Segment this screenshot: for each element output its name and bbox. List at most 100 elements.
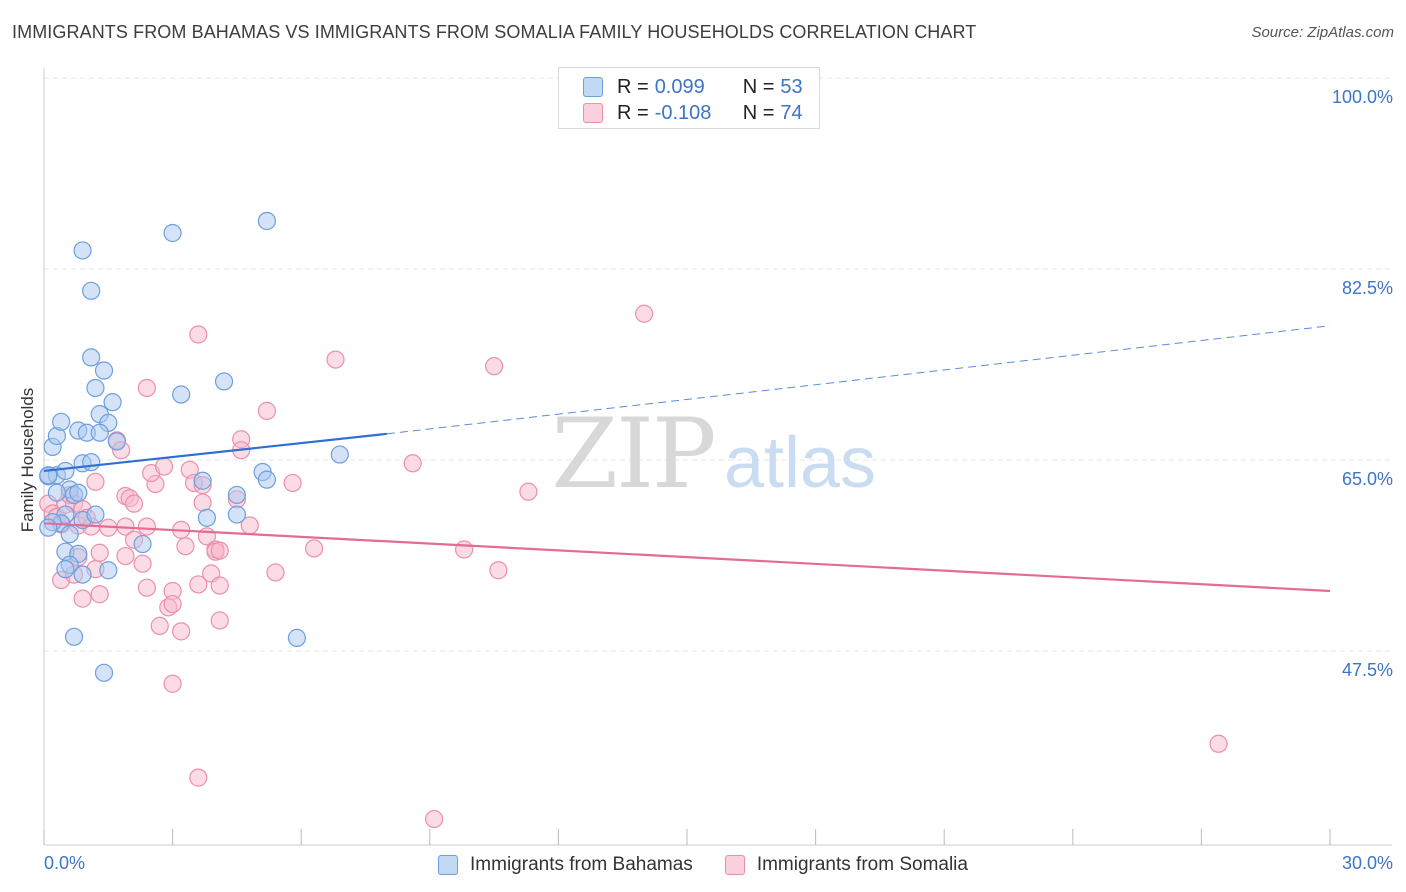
legend-item-bahamas[interactable]: Immigrants from Bahamas	[438, 854, 693, 876]
somalia-point	[189, 768, 208, 787]
somalia-point	[176, 537, 195, 556]
bahamas-point	[86, 378, 105, 398]
somalia-point	[326, 350, 345, 369]
somalia-point	[266, 563, 285, 582]
n-label: N =	[742, 75, 775, 98]
somalia-point	[424, 809, 444, 829]
somalia-point	[189, 575, 208, 594]
bahamas-point	[107, 432, 126, 451]
bahamas-point	[94, 361, 114, 380]
somalia-point	[90, 585, 109, 604]
y-axis-label-wrap: Family Households	[16, 370, 40, 550]
somalia-point	[189, 325, 208, 344]
bahamas-trend-extension	[386, 325, 1331, 435]
n-value: 74	[780, 101, 803, 124]
bahamas-point	[330, 445, 349, 464]
r-label: R =	[617, 101, 649, 124]
somalia-point	[210, 576, 229, 595]
r-value: -0.108	[654, 101, 712, 124]
watermark-atlas: atlas	[724, 423, 876, 503]
grid-lines	[44, 77, 1392, 652]
chart-title: IMMIGRANTS FROM BAHAMAS VS IMMIGRANTS FR…	[12, 22, 977, 42]
x-tick-label-max: 30.0%	[1342, 853, 1393, 873]
bahamas-trend-line	[43, 432, 388, 473]
somalia-point	[1209, 734, 1228, 753]
somalia-point	[485, 357, 504, 376]
bahamas-point	[86, 505, 105, 524]
y-tick-label: 82.5%	[1342, 278, 1393, 298]
trend-lines	[43, 325, 1331, 593]
somalia-point	[635, 304, 654, 323]
somalia-point	[304, 539, 324, 558]
somalia-point	[163, 674, 182, 693]
n-label: N =	[742, 101, 775, 124]
bahamas-point	[56, 461, 75, 481]
somalia-point	[73, 589, 92, 608]
somalia-point	[172, 622, 191, 641]
tick-labels: 100.0% 82.5% 65.0% 47.5% 0.0% 30.0%	[44, 87, 1393, 873]
bahamas-point	[47, 483, 66, 502]
somalia-point	[257, 401, 277, 420]
correlation-legend: R = 0.099 N = 53 R = -0.108 N = 74	[558, 67, 820, 129]
y-tick-label: 47.5%	[1342, 660, 1393, 680]
somalia-point	[403, 454, 422, 473]
somalia-point	[163, 594, 182, 614]
bahamas-point	[257, 211, 277, 231]
bahamas-point	[69, 483, 88, 502]
somalia-point	[133, 554, 152, 573]
legend-item-somalia[interactable]: Immigrants from Somalia	[724, 854, 968, 876]
source-label: Source: ZipAtlas.com	[1251, 24, 1394, 41]
bahamas-point	[227, 485, 246, 505]
somalia-point	[210, 541, 229, 560]
bahamas-point	[197, 508, 216, 527]
somalia-point	[116, 546, 135, 566]
n-value: 53	[780, 75, 803, 98]
axes	[43, 68, 1392, 846]
y-tick-label: 65.0%	[1342, 469, 1393, 489]
bahamas-point	[133, 534, 152, 554]
bahamas-point	[193, 471, 212, 490]
watermark: ZIP atlas	[551, 398, 876, 510]
r-label: R =	[617, 75, 649, 98]
somalia-point	[193, 493, 212, 512]
bahamas-point	[287, 628, 307, 648]
bahamas-point	[163, 223, 182, 243]
somalia-point	[283, 473, 302, 493]
y-tick-label: 100.0%	[1332, 87, 1393, 107]
legend-row-somalia: R = -0.108 N = 74	[583, 101, 803, 125]
bahamas-point	[99, 561, 118, 580]
bahamas-point	[56, 560, 75, 579]
watermark-zip: ZIP	[551, 398, 714, 510]
somalia-point	[86, 472, 105, 491]
bahamas-point	[73, 241, 92, 260]
bahamas-swatch	[583, 77, 603, 97]
bahamas-point	[82, 281, 101, 300]
r-value: 0.099	[654, 75, 705, 98]
bahamas-point	[73, 565, 92, 584]
bahamas-point	[257, 470, 277, 489]
somalia-point	[137, 517, 156, 536]
bahamas-point	[103, 393, 122, 412]
somalia-point	[124, 494, 144, 513]
somalia-point	[519, 482, 538, 501]
y-axis-label: Family Households	[18, 387, 37, 533]
bahamas-point	[90, 423, 109, 442]
bahamas-swatch	[438, 855, 459, 875]
bahamas-point	[60, 525, 79, 544]
somalia-point	[489, 561, 508, 580]
legend-row-bahamas: R = 0.099 N = 53	[583, 75, 803, 99]
bahamas-points	[39, 211, 349, 682]
somalia-point	[150, 616, 169, 635]
bahamas-point	[64, 627, 84, 646]
x-tick-label-min: 0.0%	[44, 853, 85, 873]
bahamas-point	[82, 348, 101, 367]
bahamas-point	[39, 518, 58, 537]
bahamas-point	[82, 453, 101, 472]
somalia-point	[210, 611, 229, 630]
legend-label-bahamas: Immigrants from Bahamas	[470, 854, 693, 875]
somalia-point	[137, 378, 156, 398]
somalia-point	[90, 543, 109, 562]
somalia-swatch	[583, 103, 603, 123]
somalia-point	[454, 540, 474, 559]
